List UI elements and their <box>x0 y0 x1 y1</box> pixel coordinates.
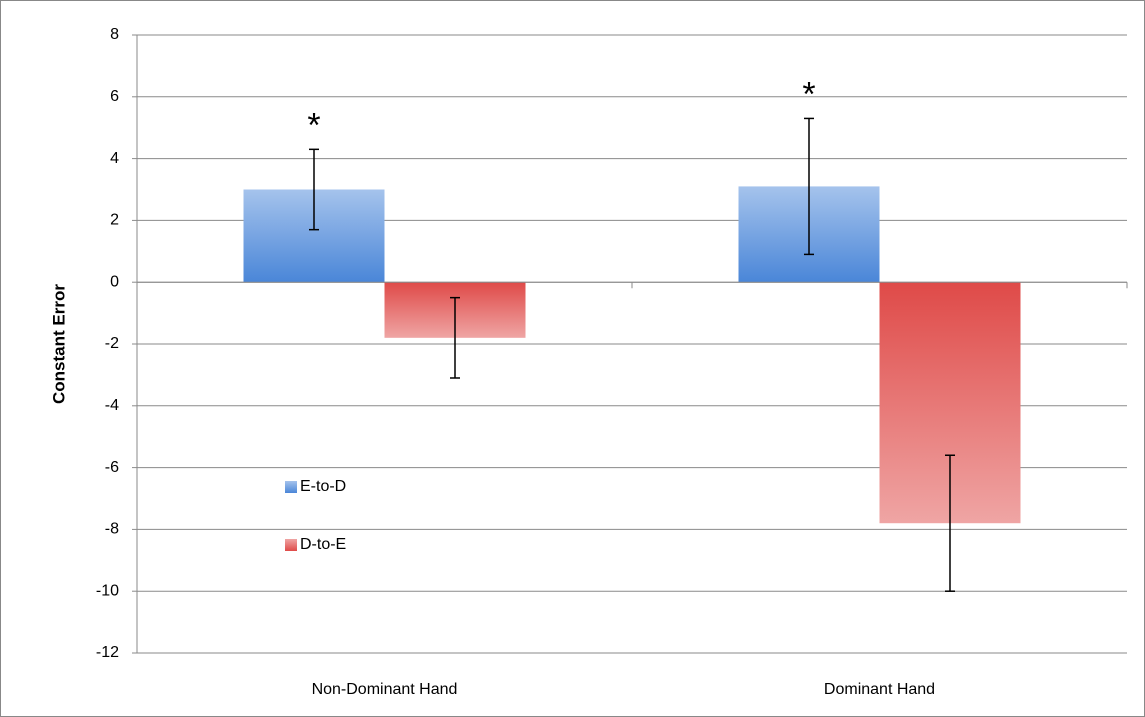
y-tick-label: -10 <box>96 582 119 599</box>
y-tick-label: 0 <box>110 273 119 290</box>
y-tick-label: -2 <box>105 335 119 352</box>
y-tick-label: -8 <box>105 521 119 538</box>
y-tick-label: -6 <box>105 459 119 476</box>
error-bar <box>450 296 460 379</box>
y-tick-label: -4 <box>105 397 119 414</box>
y-tick-label: 2 <box>110 212 119 229</box>
y-tick-label: 8 <box>110 26 119 43</box>
legend-swatch <box>285 539 297 551</box>
significance-marker: * <box>307 106 320 144</box>
legend-swatch <box>285 481 297 493</box>
y-tick-label: -12 <box>96 644 119 661</box>
x-tick-label: Dominant Hand <box>824 681 935 698</box>
x-tick-label: Non-Dominant Hand <box>312 681 458 698</box>
legend-label: E-to-D <box>300 478 346 495</box>
significance-marker: * <box>802 75 815 113</box>
legend-label: D-to-E <box>300 536 346 553</box>
error-bar <box>309 148 319 231</box>
y-axis-label: Constant Error <box>49 284 68 404</box>
y-tick-label: 6 <box>110 88 119 105</box>
error-bar <box>945 454 955 592</box>
error-bar <box>804 117 814 256</box>
y-tick-label: 4 <box>110 150 119 167</box>
